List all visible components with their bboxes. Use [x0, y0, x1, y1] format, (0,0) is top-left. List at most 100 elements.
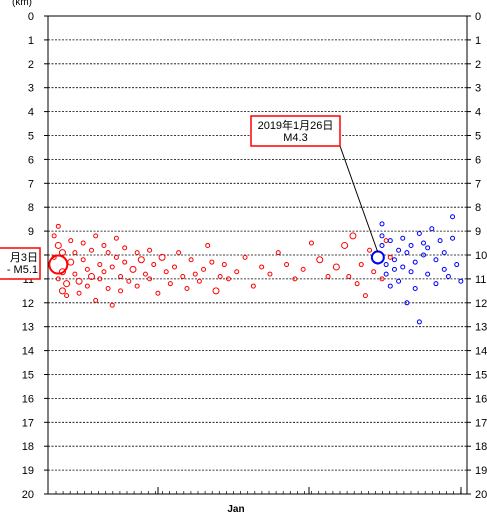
data-point	[147, 247, 153, 253]
data-point	[425, 245, 431, 251]
data-point	[97, 262, 103, 268]
data-point	[292, 276, 298, 282]
data-point	[58, 249, 66, 257]
data-point	[155, 290, 161, 296]
data-point	[325, 274, 331, 280]
data-point	[346, 274, 352, 280]
data-point	[383, 238, 389, 244]
data-point	[250, 283, 256, 289]
data-point	[429, 226, 435, 232]
y-tick-label-right: 19	[475, 465, 487, 477]
data-point	[93, 233, 99, 239]
annotation-right-text: M4.3	[283, 132, 307, 144]
data-point	[412, 285, 418, 291]
y-tick-label-right: 20	[475, 489, 487, 501]
data-point	[408, 269, 414, 275]
y-tick-label-right: 11	[475, 274, 486, 286]
data-point	[188, 257, 194, 263]
y-tick-label-left: 16	[22, 393, 34, 405]
data-point	[267, 271, 273, 277]
data-point	[275, 250, 281, 256]
x-axis-label: Jan	[227, 504, 244, 515]
data-point	[84, 266, 90, 272]
y-tick-label-left: 17	[22, 417, 34, 429]
data-point	[163, 269, 169, 275]
y-tick-label-right: 10	[475, 250, 487, 262]
data-point	[88, 273, 95, 281]
data-point	[433, 281, 439, 287]
data-point	[105, 250, 111, 256]
data-point	[421, 240, 426, 246]
data-point	[396, 278, 402, 284]
data-point	[118, 274, 124, 280]
data-point	[408, 242, 414, 248]
y-tick-label-left: 1	[28, 35, 34, 47]
y-tick-label-right: 3	[475, 83, 481, 95]
data-point	[332, 263, 340, 271]
data-point	[172, 264, 177, 270]
data-point	[113, 235, 119, 241]
y-tick-label-left: 2	[28, 59, 34, 71]
data-point	[122, 259, 128, 265]
data-point	[192, 271, 198, 277]
data-point	[437, 238, 443, 244]
data-point	[425, 271, 431, 277]
data-point	[371, 269, 377, 275]
annotation-left-text: 月3日	[10, 252, 38, 264]
annotation-right-box	[250, 115, 341, 147]
data-point	[433, 257, 439, 263]
y-tick-label-left: 20	[22, 489, 34, 501]
data-point	[284, 262, 290, 268]
data-point	[454, 262, 460, 268]
data-point	[80, 240, 86, 246]
data-point	[51, 233, 57, 239]
y-tick-label-right: 1	[475, 35, 481, 47]
data-point	[80, 257, 86, 263]
data-point	[158, 253, 166, 261]
y-tick-label-right: 18	[475, 441, 487, 453]
data-point	[101, 269, 107, 275]
data-point	[416, 319, 422, 325]
data-point	[84, 283, 90, 289]
data-point	[180, 274, 186, 280]
y-tick-label-right: 2	[475, 59, 481, 71]
y-tick-label-right: 12	[475, 298, 487, 310]
data-point	[387, 254, 393, 260]
y-tick-label-right: 13	[475, 322, 487, 334]
data-point	[387, 283, 393, 289]
data-point	[205, 242, 211, 248]
y-tick-label-right: 9	[475, 226, 481, 238]
y-tick-label-left: 7	[28, 178, 34, 190]
data-point	[72, 271, 78, 277]
x-ticks	[55, 487, 462, 494]
y-axis-unit-label: (km)	[12, 0, 32, 8]
data-point	[76, 290, 82, 296]
data-point	[54, 241, 62, 249]
data-point	[421, 252, 426, 258]
y-tick-label-left: 5	[28, 131, 34, 143]
y-tick-label-left: 4	[28, 107, 34, 119]
data-point	[217, 274, 223, 280]
data-point	[354, 281, 360, 287]
data-point	[55, 276, 61, 282]
gridlines	[48, 39, 467, 471]
data-point	[391, 257, 397, 263]
data-point	[379, 233, 385, 239]
data-point	[383, 262, 389, 268]
data-point	[349, 232, 357, 240]
annotation-left-box	[0, 247, 41, 280]
y-tick-label-right: 6	[475, 154, 481, 166]
y-tick-label-left: 0	[28, 11, 34, 23]
data-point	[379, 242, 385, 248]
data-point	[341, 241, 349, 249]
y-tick-label-left: 15	[22, 370, 34, 382]
data-point	[379, 221, 385, 227]
data-point	[75, 277, 83, 285]
y-tick-label-right: 14	[475, 346, 487, 358]
data-point	[63, 280, 71, 288]
y-tick-label-left: 8	[28, 202, 34, 214]
